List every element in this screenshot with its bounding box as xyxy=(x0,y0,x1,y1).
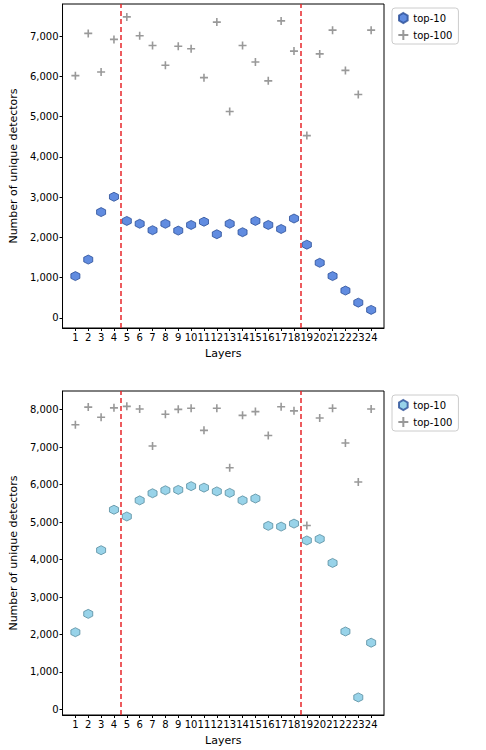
svg-text:22: 22 xyxy=(339,719,352,730)
svg-text:15: 15 xyxy=(249,332,262,343)
svg-text:19: 19 xyxy=(300,332,313,343)
svg-text:4,000: 4,000 xyxy=(30,151,59,162)
svg-text:5: 5 xyxy=(124,719,130,730)
svg-text:12: 12 xyxy=(210,332,223,343)
svg-text:top-10: top-10 xyxy=(413,400,446,411)
svg-text:20: 20 xyxy=(313,332,326,343)
svg-text:10: 10 xyxy=(185,719,198,730)
svg-text:9: 9 xyxy=(175,719,181,730)
svg-text:7: 7 xyxy=(149,332,155,343)
svg-text:1: 1 xyxy=(72,332,78,343)
svg-text:16: 16 xyxy=(262,332,275,343)
svg-text:18: 18 xyxy=(288,332,301,343)
svg-text:11: 11 xyxy=(198,332,211,343)
svg-text:12: 12 xyxy=(210,719,223,730)
svg-text:5: 5 xyxy=(124,332,130,343)
svg-text:2: 2 xyxy=(85,719,91,730)
svg-text:1,000: 1,000 xyxy=(30,272,59,283)
svg-text:Number of unique detectors: Number of unique detectors xyxy=(7,475,20,630)
svg-text:Layers: Layers xyxy=(205,347,242,360)
svg-text:8,000: 8,000 xyxy=(30,404,59,415)
svg-text:1,000: 1,000 xyxy=(30,666,59,677)
svg-text:0: 0 xyxy=(52,704,58,715)
svg-text:3: 3 xyxy=(98,332,104,343)
svg-text:0: 0 xyxy=(52,312,58,323)
svg-text:6,000: 6,000 xyxy=(30,479,59,490)
svg-text:1: 1 xyxy=(72,719,78,730)
svg-text:24: 24 xyxy=(365,332,378,343)
svg-text:21: 21 xyxy=(326,332,339,343)
svg-text:7,000: 7,000 xyxy=(30,442,59,453)
svg-text:2,000: 2,000 xyxy=(30,629,59,640)
svg-text:8: 8 xyxy=(162,719,168,730)
svg-text:14: 14 xyxy=(236,332,249,343)
svg-text:19: 19 xyxy=(300,719,313,730)
svg-text:14: 14 xyxy=(236,719,249,730)
svg-text:15: 15 xyxy=(249,719,262,730)
svg-text:8: 8 xyxy=(162,332,168,343)
svg-text:Number of unique detectors: Number of unique detectors xyxy=(7,88,20,243)
svg-text:3,000: 3,000 xyxy=(30,592,59,603)
svg-text:18: 18 xyxy=(288,719,301,730)
svg-text:4,000: 4,000 xyxy=(30,554,59,565)
svg-text:9: 9 xyxy=(175,332,181,343)
svg-text:6: 6 xyxy=(136,332,142,343)
svg-text:23: 23 xyxy=(352,719,365,730)
svg-text:4: 4 xyxy=(111,719,117,730)
svg-text:21: 21 xyxy=(326,719,339,730)
svg-text:17: 17 xyxy=(275,719,288,730)
svg-text:10: 10 xyxy=(185,332,198,343)
svg-text:13: 13 xyxy=(223,332,236,343)
svg-text:5,000: 5,000 xyxy=(30,517,59,528)
svg-text:22: 22 xyxy=(339,332,352,343)
svg-text:24: 24 xyxy=(365,719,378,730)
svg-text:11: 11 xyxy=(198,719,211,730)
svg-text:top-100: top-100 xyxy=(413,417,452,428)
svg-text:20: 20 xyxy=(313,719,326,730)
svg-text:3: 3 xyxy=(98,719,104,730)
svg-text:Layers: Layers xyxy=(205,734,242,747)
svg-text:3,000: 3,000 xyxy=(30,192,59,203)
svg-text:7,000: 7,000 xyxy=(30,31,59,42)
svg-text:17: 17 xyxy=(275,332,288,343)
svg-text:13: 13 xyxy=(223,719,236,730)
svg-text:top-100: top-100 xyxy=(413,30,452,41)
svg-text:7: 7 xyxy=(149,719,155,730)
svg-text:6: 6 xyxy=(136,719,142,730)
svg-text:23: 23 xyxy=(352,332,365,343)
svg-text:top-10: top-10 xyxy=(413,13,446,24)
svg-text:2,000: 2,000 xyxy=(30,232,59,243)
svg-text:4: 4 xyxy=(111,332,117,343)
svg-text:5,000: 5,000 xyxy=(30,111,59,122)
svg-text:2: 2 xyxy=(85,332,91,343)
svg-text:6,000: 6,000 xyxy=(30,71,59,82)
svg-text:16: 16 xyxy=(262,719,275,730)
